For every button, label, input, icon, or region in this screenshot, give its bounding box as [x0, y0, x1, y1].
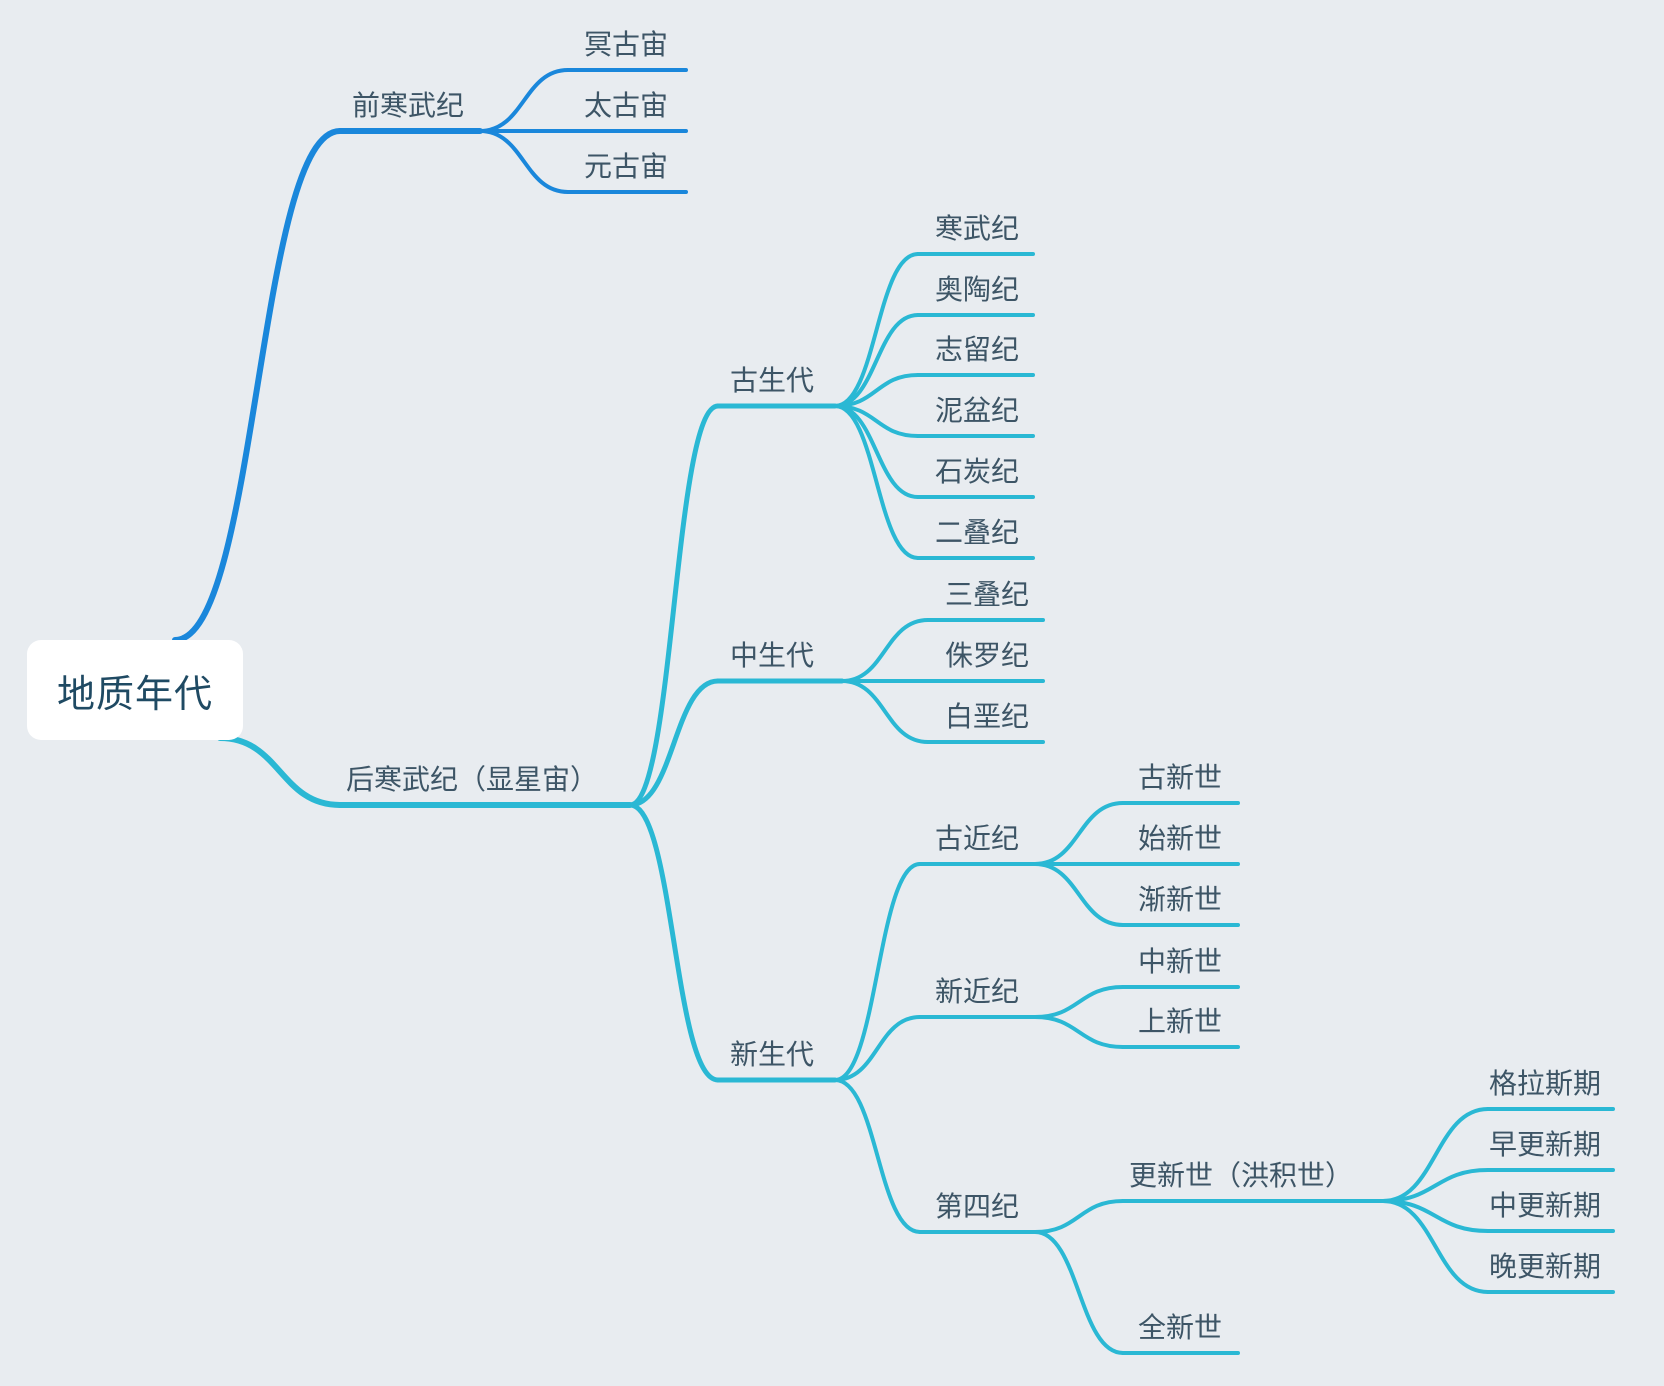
connector-paleozoic-permian: [833, 404, 920, 560]
node-holocene[interactable]: 全新世: [1137, 1311, 1222, 1344]
node-miocene[interactable]: 中新世: [1137, 945, 1222, 978]
node-jurassic[interactable]: 侏罗纪: [944, 639, 1029, 672]
node-paleozoic[interactable]: 古生代: [729, 364, 814, 397]
connector-root-phanerozoic: [217, 735, 343, 808]
connector-neogene-miocene: [1033, 985, 1125, 1019]
node-paleogene[interactable]: 古近纪: [934, 822, 1019, 855]
node-mesozoic[interactable]: 中生代: [729, 639, 814, 672]
root-node[interactable]: 地质年代: [27, 640, 243, 740]
node-cretaceous[interactable]: 白垩纪: [944, 700, 1029, 733]
node-devonian[interactable]: 泥盆纪: [934, 394, 1019, 427]
node-quaternary[interactable]: 第四纪: [934, 1190, 1019, 1223]
node-early-pleistocene[interactable]: 早更新期: [1488, 1128, 1601, 1161]
node-eocene[interactable]: 始新世: [1137, 822, 1222, 855]
node-carboniferous[interactable]: 石炭纪: [934, 455, 1019, 488]
node-phanerozoic[interactable]: 后寒武纪（显星宙）: [345, 763, 598, 796]
connector-paleozoic-ordovician: [833, 313, 920, 408]
node-pre-cambrian[interactable]: 前寒武纪: [351, 89, 464, 122]
connector-quaternary-holocene: [1033, 1230, 1125, 1355]
node-permian[interactable]: 二叠纪: [934, 516, 1019, 549]
node-middle-pleistocene[interactable]: 中更新期: [1488, 1189, 1601, 1222]
connector-pleistocene-early_pleistocene: [1381, 1168, 1490, 1203]
connector-pre_cambrian-proterozoic: [478, 129, 570, 194]
node-paleocene[interactable]: 古新世: [1137, 761, 1222, 794]
node-ordovician[interactable]: 奥陶纪: [934, 273, 1019, 306]
node-pliocene[interactable]: 上新世: [1137, 1005, 1222, 1038]
node-pleistocene[interactable]: 更新世（洪积世）: [1128, 1159, 1353, 1192]
connector-neogene-pliocene: [1033, 1015, 1125, 1049]
node-neogene[interactable]: 新近纪: [934, 975, 1019, 1008]
node-cambrian[interactable]: 寒武纪: [934, 212, 1019, 245]
connector-root-pre-cambrian: [172, 128, 343, 643]
node-cenozoic[interactable]: 新生代: [729, 1038, 814, 1071]
node-late-pleistocene[interactable]: 晚更新期: [1488, 1250, 1601, 1283]
node-proterozoic[interactable]: 元古宙: [583, 150, 668, 183]
connector-mesozoic-triassic: [840, 618, 930, 683]
connector-quaternary-pleistocene: [1033, 1199, 1125, 1234]
connector-cenozoic-quaternary: [833, 1078, 922, 1234]
connector-cenozoic-neogene: [833, 1015, 922, 1082]
node-gelasian[interactable]: 格拉斯期: [1488, 1067, 1601, 1100]
node-archean[interactable]: 太古宙: [583, 89, 668, 122]
connector-paleogene-paleocene: [1033, 801, 1125, 866]
connector-cenozoic-paleogene: [833, 862, 922, 1082]
root-label: 地质年代: [56, 671, 213, 716]
connector-phanerozoic-paleozoic: [627, 403, 721, 808]
connector-pleistocene-gelasian: [1381, 1107, 1490, 1203]
node-triassic[interactable]: 三叠纪: [944, 578, 1029, 611]
connector-phanerozoic-mesozoic: [627, 678, 721, 808]
connector-phanerozoic-cenozoic: [627, 802, 721, 1083]
node-hadean[interactable]: 冥古宙: [583, 28, 668, 61]
connector-mesozoic-cretaceous: [840, 679, 930, 744]
connector-pleistocene-late_pleistocene: [1381, 1199, 1490, 1294]
connector-pre_cambrian-hadean: [478, 68, 570, 133]
connector-paleogene-oligocene: [1033, 862, 1125, 927]
connector-paleozoic-cambrian: [833, 252, 920, 408]
node-oligocene[interactable]: 渐新世: [1137, 883, 1222, 916]
node-silurian[interactable]: 志留纪: [934, 333, 1019, 366]
